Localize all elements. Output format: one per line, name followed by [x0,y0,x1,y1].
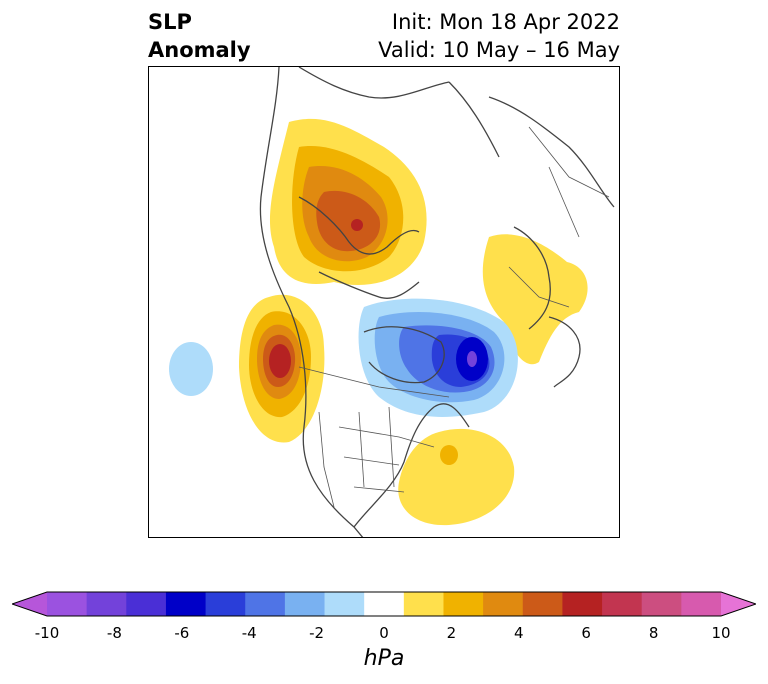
colorbar [12,591,756,617]
colorbar-bin [443,592,484,616]
colorbar-bin [403,592,444,616]
positive-anomaly-western-atlantic [398,428,515,526]
colorbar-tick-label: 8 [648,624,659,642]
colorbar-tick-label: -10 [34,624,60,642]
colorbar-extend-high [721,592,756,616]
colorbar-bin [126,592,167,616]
colorbar-tick-label: 4 [514,624,524,642]
colorbar-bin [47,592,88,616]
map-panel [148,66,620,538]
title-variable: SLP [148,10,192,34]
colorbar-bin [681,592,722,616]
colorbar-extend-low [12,592,47,616]
colorbar-tick-label: 6 [581,624,591,642]
colorbar-bin [641,592,682,616]
coastlines [259,67,615,537]
negative-anomaly-north-pacific [169,342,213,396]
colorbar-bin [364,592,405,616]
colorbar-bin [522,592,563,616]
colorbar-units: hPa [363,646,405,671]
colorbar-tick-label: 0 [379,624,389,642]
colorbar-bin [324,592,365,616]
title-left: SLP Anomaly [148,8,251,64]
init-date: Init: Mon 18 Apr 2022 [391,10,620,34]
title-type: Anomaly [148,38,251,62]
colorbar-bin [86,592,127,616]
positive-anomaly-canada-hudson [269,118,427,286]
map-svg [169,67,615,537]
colorbar-bin [284,592,326,616]
political-borders [298,126,610,508]
colorbar-tick-label: -6 [174,624,190,642]
title-right: Init: Mon 18 Apr 2022 Valid: 10 May – 16… [378,8,620,64]
colorbar-bin [602,592,643,616]
colorbar-tick-label: -4 [241,624,257,642]
colorbar-outline [12,591,756,617]
colorbar-bin [245,592,286,616]
colorbar-tick-label: -8 [106,624,122,642]
colorbar-bin [562,592,603,616]
valid-range: Valid: 10 May – 16 May [378,38,620,62]
colorbar-tick-label: -2 [309,624,325,642]
colorbar-bin [483,592,524,616]
colorbar-bin [205,592,246,616]
colorbar-bin [165,592,207,616]
colorbar-tick-label: 10 [711,624,731,642]
positive-anomaly-pacific-northwest [239,294,325,443]
colorbar-tick-label: 2 [446,624,457,642]
negative-anomaly-greenland-arctic [358,298,518,417]
